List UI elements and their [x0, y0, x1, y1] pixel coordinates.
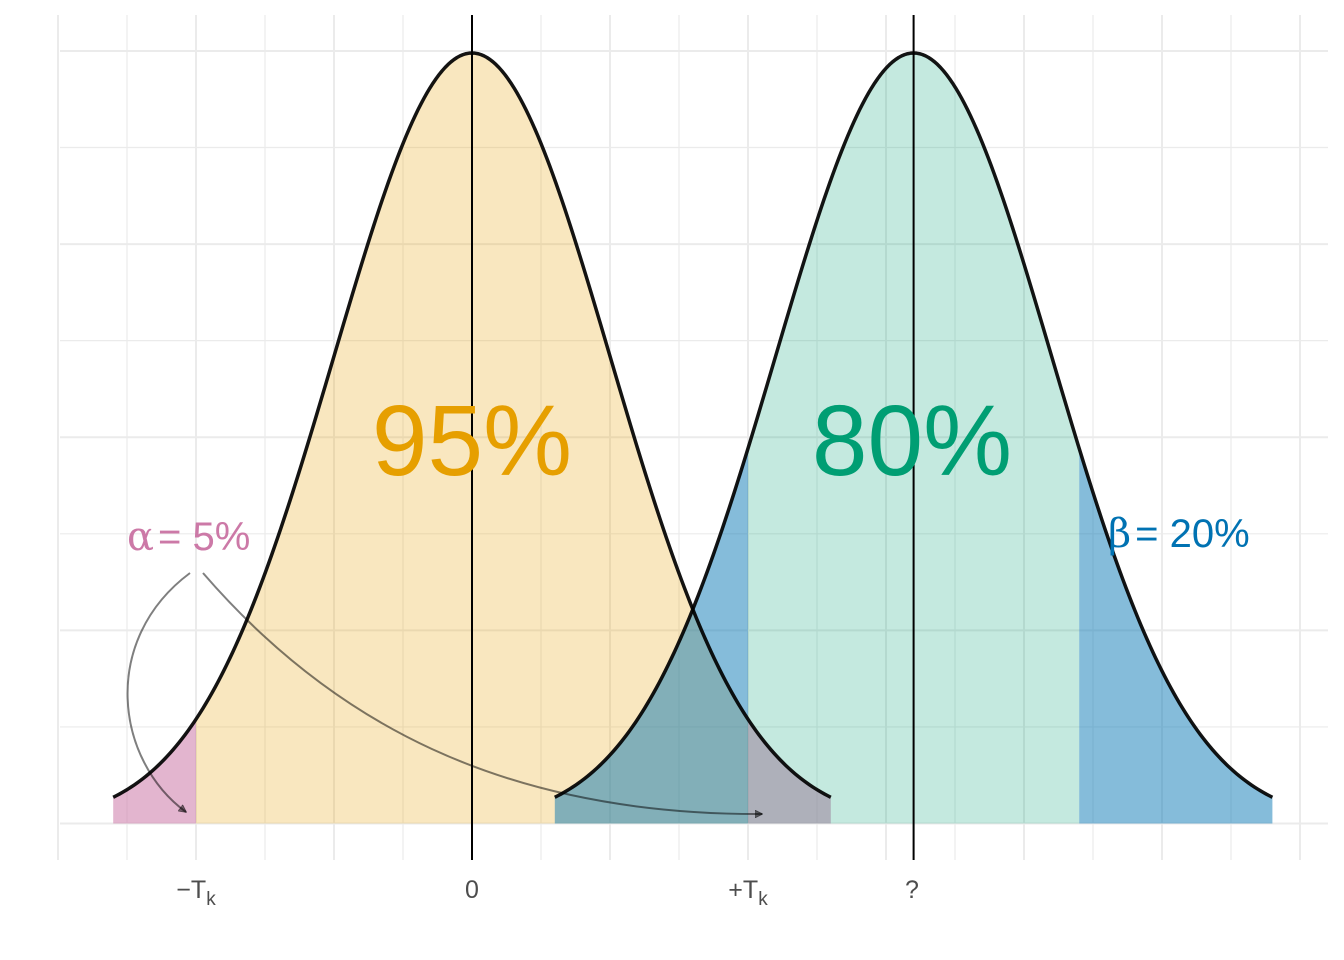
- alpha-annotation: α = 5%: [127, 514, 250, 560]
- alt-density-curve: [554, 51, 1274, 799]
- beta-value: = 20%: [1135, 512, 1250, 556]
- density-curves: [112, 51, 1274, 799]
- x-tick-unknown: ?: [905, 876, 919, 904]
- x-tick-neg-tk: −Tk: [176, 876, 216, 910]
- x-tick-pos-tk-prefix: +: [728, 876, 743, 904]
- mean-lines: [471, 15, 915, 860]
- alpha-region-right: [748, 719, 831, 824]
- alpha-value: = 5%: [158, 515, 250, 559]
- alpha-region-left: [113, 719, 196, 824]
- x-tick-neg-tk-main: T: [191, 876, 206, 904]
- distribution-fills: [113, 53, 1273, 824]
- x-tick-pos-tk-sub: k: [758, 889, 768, 910]
- beta-region-left: [554, 448, 748, 824]
- beta-region-right: [1079, 448, 1273, 824]
- x-tick-pos-tk-main: T: [743, 876, 758, 904]
- alpha-arrow-left: [126, 572, 191, 812]
- x-tick-neg-tk-sub: k: [206, 889, 216, 910]
- confidence-label: 95%: [372, 385, 572, 497]
- x-axis: −Tk 0 +Tk ?: [176, 876, 919, 910]
- power-label: 80%: [812, 385, 1012, 497]
- beta-symbol: β: [1108, 511, 1131, 557]
- x-tick-zero: 0: [465, 876, 479, 904]
- null-density-curve: [112, 51, 832, 799]
- x-tick-neg-tk-prefix: −: [176, 876, 191, 904]
- alpha-arrow-right: [202, 572, 762, 814]
- x-tick-pos-tk: +Tk: [728, 876, 768, 910]
- grid: [57, 15, 1328, 860]
- beta-annotation: β = 20%: [1108, 511, 1250, 557]
- alpha-symbol: α: [127, 514, 154, 560]
